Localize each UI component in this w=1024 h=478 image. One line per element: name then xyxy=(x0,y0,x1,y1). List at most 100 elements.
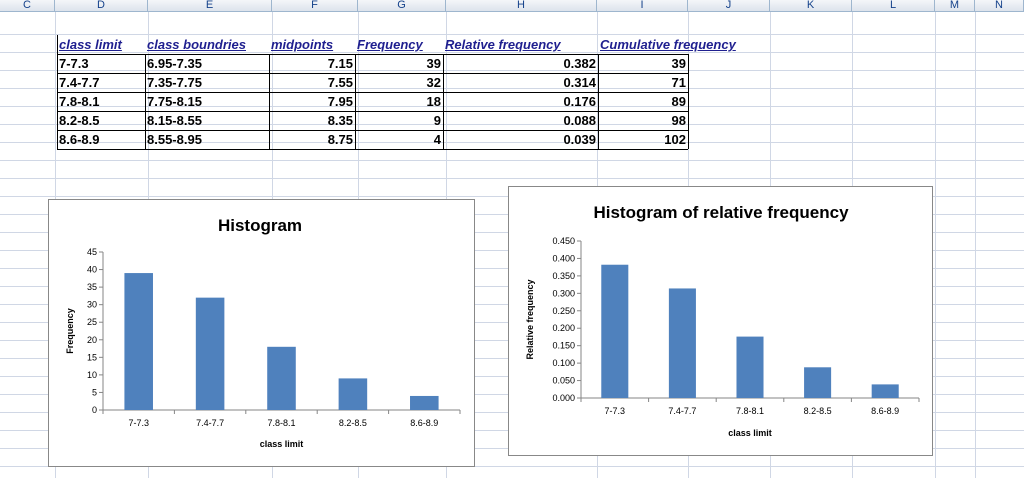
column-header-f[interactable]: F xyxy=(272,0,358,12)
x-tick-label: 7-7.3 xyxy=(605,406,626,416)
gridline-horizontal xyxy=(0,106,1024,107)
table-cell[interactable]: 39 xyxy=(426,56,441,71)
table-border xyxy=(57,54,688,55)
table-cell[interactable]: 8.55-8.95 xyxy=(147,132,202,147)
y-tick-label: 0.050 xyxy=(552,376,575,386)
y-tick-label: 0.100 xyxy=(552,358,575,368)
table-header-cell[interactable]: Cumulative frequency xyxy=(600,37,736,52)
table-border xyxy=(598,54,599,149)
table-header-cell[interactable]: Frequency xyxy=(357,37,423,52)
table-header-cell[interactable]: class boundries xyxy=(147,37,246,52)
bar-8.6-8.9 xyxy=(871,384,899,398)
gridline-horizontal xyxy=(0,160,1024,161)
table-border xyxy=(57,111,688,112)
gridline-horizontal xyxy=(0,34,1024,35)
table-cell[interactable]: 8.15-8.55 xyxy=(147,113,202,128)
table-cell[interactable]: 71 xyxy=(671,75,686,90)
bar-7.8-8.1 xyxy=(736,336,764,398)
y-tick-label: 45 xyxy=(87,247,97,257)
gridline-vertical xyxy=(975,12,976,478)
table-cell[interactable]: 0.314 xyxy=(563,75,596,90)
table-cell[interactable]: 7.35-7.75 xyxy=(147,75,202,90)
table-cell[interactable]: 7.8-8.1 xyxy=(59,94,100,109)
column-header-l[interactable]: L xyxy=(852,0,935,12)
table-cell[interactable]: 7.15 xyxy=(327,56,353,71)
table-cell[interactable]: 7-7.3 xyxy=(59,56,89,71)
bar-8.6-8.9 xyxy=(410,395,439,410)
column-header-h[interactable]: H xyxy=(446,0,597,12)
table-cell[interactable]: 8.35 xyxy=(327,113,353,128)
table-cell[interactable]: 4 xyxy=(433,132,441,147)
table-cell[interactable]: 102 xyxy=(664,132,686,147)
y-tick-label: 5 xyxy=(92,387,97,397)
table-border xyxy=(57,130,688,131)
x-axis-title: class limit xyxy=(728,428,772,438)
x-tick-label: 7.8-8.1 xyxy=(267,418,295,428)
table-cell[interactable]: 89 xyxy=(671,94,686,109)
column-header-m[interactable]: M xyxy=(935,0,975,12)
gridline-horizontal xyxy=(0,52,1024,53)
gridline-horizontal xyxy=(0,178,1024,179)
table-border xyxy=(145,54,146,149)
y-axis-title: Relative frequency xyxy=(525,279,535,359)
relative-frequency-chart-svg: Histogram of relative frequency 0.000 0.05… xyxy=(525,203,920,438)
gridline-horizontal xyxy=(0,124,1024,125)
y-tick-label: 10 xyxy=(87,370,97,380)
table-cell[interactable]: 0.176 xyxy=(563,94,596,109)
column-header-i[interactable]: I xyxy=(597,0,688,12)
table-cell[interactable]: 32 xyxy=(426,75,441,90)
table-border xyxy=(688,54,689,149)
y-tick-label: 40 xyxy=(87,265,97,275)
x-tick-label: 7.8-8.1 xyxy=(736,406,764,416)
table-cell[interactable]: 98 xyxy=(671,113,686,128)
table-cell[interactable]: 9 xyxy=(433,113,441,128)
table-cell[interactable]: 0.088 xyxy=(563,113,596,128)
column-header-k[interactable]: K xyxy=(770,0,852,12)
histogram-chart[interactable]: Histogram 0 5 10 15 20 25 30 35 40 45 7-7.3 7.4-7.7 7… xyxy=(48,199,475,467)
bar-7.8-8.1 xyxy=(267,346,296,410)
column-header-j[interactable]: J xyxy=(688,0,770,12)
y-tick-label: 0.250 xyxy=(552,306,575,316)
y-tick-label: 25 xyxy=(87,317,97,327)
y-tick-label: 0.300 xyxy=(552,288,575,298)
x-tick-label: 8.6-8.9 xyxy=(410,418,438,428)
column-header-g[interactable]: G xyxy=(358,0,446,12)
table-header-cell[interactable]: Relative frequency xyxy=(445,37,561,52)
table-cell[interactable]: 39 xyxy=(671,56,686,71)
y-tick-label: 0.350 xyxy=(552,271,575,281)
table-cell[interactable]: 0.039 xyxy=(563,132,596,147)
y-tick-label: 0.200 xyxy=(552,323,575,333)
y-tick-label: 20 xyxy=(87,335,97,345)
column-header-c[interactable]: C xyxy=(0,0,55,12)
table-header-cell[interactable]: class limit xyxy=(59,37,122,52)
table-cell[interactable]: 0.382 xyxy=(563,56,596,71)
chart-title: Histogram of relative frequency xyxy=(593,203,849,222)
x-axis-title: class limit xyxy=(260,439,304,449)
table-cell[interactable]: 8.2-8.5 xyxy=(59,113,100,128)
y-tick-label: 0 xyxy=(92,405,97,415)
relative-frequency-chart[interactable]: Histogram of relative frequency 0.000 0.05… xyxy=(508,186,933,456)
table-cell[interactable]: 7.4-7.7 xyxy=(59,75,100,90)
table-cell[interactable]: 7.75-8.15 xyxy=(147,94,202,109)
column-header-d[interactable]: D xyxy=(55,0,148,12)
column-header-e[interactable]: E xyxy=(148,0,272,12)
y-tick-label: 0.450 xyxy=(552,236,575,246)
bar-7-7.3 xyxy=(124,273,153,410)
x-tick-label: 7.4-7.7 xyxy=(668,406,696,416)
table-cell[interactable]: 7.55 xyxy=(327,75,353,90)
table-cell[interactable]: 7.95 xyxy=(327,94,353,109)
x-tick-label: 8.2-8.5 xyxy=(339,418,367,428)
x-tick-label: 7.4-7.7 xyxy=(196,418,224,428)
table-cell[interactable]: 8.75 xyxy=(327,132,353,147)
gridline-horizontal xyxy=(0,70,1024,71)
table-cell[interactable]: 6.95-7.35 xyxy=(147,56,202,71)
table-cell[interactable]: 8.6-8.9 xyxy=(59,132,100,147)
bar-8.2-8.5 xyxy=(804,367,832,398)
table-cell[interactable]: 18 xyxy=(426,94,441,109)
bar-7.4-7.7 xyxy=(668,288,696,398)
table-header-cell[interactable]: midpoints xyxy=(271,37,334,52)
gridline-horizontal xyxy=(0,466,1024,467)
y-tick-label: 0.150 xyxy=(552,341,575,351)
y-tick-label: 15 xyxy=(87,352,97,362)
column-header-n[interactable]: N xyxy=(975,0,1024,12)
